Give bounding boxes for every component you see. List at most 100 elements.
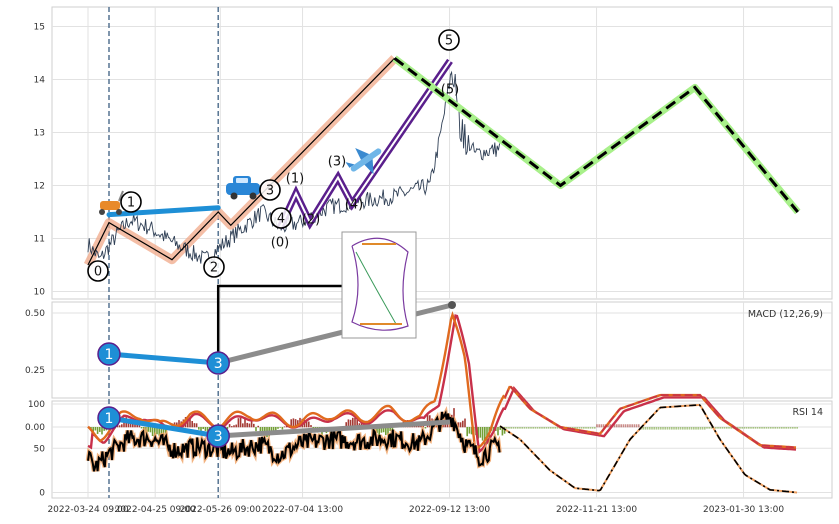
macd-hist-bar [792, 427, 794, 429]
macd-peak-dot [448, 301, 456, 309]
macd-hist-bar [202, 427, 204, 429]
macd-hist-bar [97, 427, 99, 434]
macd-hist-bar [708, 427, 710, 429]
wave-label-text: 2 [210, 261, 218, 276]
wave-label-text: (4) [345, 198, 363, 213]
macd-hist-bar [671, 427, 673, 430]
wave-label-text: (1) [286, 172, 304, 187]
macd-hist-bar [530, 427, 532, 429]
macd-hist-bar [101, 427, 103, 434]
macd-hist-bar [739, 427, 741, 429]
wave-label: 5 [439, 30, 459, 50]
macd-hist-bar [510, 427, 512, 429]
macd-hist-bar [715, 427, 717, 429]
wave-label: (0) [271, 236, 289, 251]
macd-hist-bar [774, 427, 776, 429]
macd-hist-bar [772, 427, 774, 429]
macd-hist-bar [777, 427, 779, 429]
macd-hist-bar [755, 427, 757, 429]
x-tick-label: 2023-01-30 13:00 [703, 505, 784, 515]
macd-hist-bar [519, 427, 521, 429]
macd-hist-bar [526, 427, 528, 429]
macd-hist-bar [240, 418, 242, 428]
macd-hist-bar [532, 427, 534, 429]
macd-hist-bar [517, 427, 519, 429]
wave-label: (4) [345, 198, 363, 213]
price-ytick-label: 12 [34, 182, 45, 192]
scooter-wheel [116, 209, 122, 215]
macd-hist-bar [768, 427, 770, 429]
macd-hist-bar [537, 427, 539, 429]
wave-label-text: (0) [271, 236, 289, 251]
macd-hist-bar [678, 427, 680, 430]
wave-label: 3 [260, 180, 280, 200]
macd-hist-bar [638, 424, 640, 427]
macd-hist-bar [794, 427, 796, 429]
macd-hist-bar [282, 427, 284, 429]
macd-hist-bar [629, 424, 631, 427]
macd-label: MACD (12,26,9) [748, 309, 823, 320]
macd-hist-bar [722, 427, 724, 429]
macd-hist-bar [308, 422, 310, 428]
wave-label: (5) [441, 83, 459, 98]
macd-hist-bar [277, 427, 279, 429]
macd-hist-bar [682, 427, 684, 430]
macd-hist-bar [548, 427, 550, 429]
macd-hist-bar [513, 427, 515, 429]
rsi-label: RSI 14 [792, 407, 823, 418]
rsi-ytick-label: 50 [34, 444, 46, 454]
macd-hist-bar [521, 427, 523, 429]
macd-hist-bar [253, 424, 255, 427]
macd-hist-bar [119, 425, 121, 427]
scooter-wheel [99, 209, 105, 215]
wave-label: 4 [271, 208, 291, 228]
macd-hist-bar [506, 427, 508, 429]
macd-hist-bar [310, 425, 312, 427]
macd-hist-bar [233, 425, 235, 427]
wave-label-text: 1 [127, 196, 135, 211]
scooter-body [100, 201, 120, 210]
macd-ytick-label: 0.25 [25, 366, 45, 376]
macd-hist-bar [576, 427, 578, 429]
wave-label: 0 [88, 261, 108, 281]
macd-hist-bar [528, 427, 530, 429]
macd-hist-bar [788, 427, 790, 429]
price-ytick-label: 11 [34, 235, 45, 245]
macd-hist-bar [673, 427, 675, 430]
price-ytick-label: 14 [34, 76, 46, 86]
macd-hist-bar [783, 427, 785, 429]
macd-hist-bar [625, 424, 627, 427]
macd-hist-bar [141, 427, 143, 428]
macd-hist-bar [508, 427, 510, 429]
macd-hist-bar [796, 427, 798, 429]
macd-hist-bar [634, 424, 636, 427]
macd-hist-bar [746, 427, 748, 429]
macd-hist-bar [761, 427, 763, 429]
wave-label: 1 [121, 192, 141, 212]
macd-hist-bar [697, 427, 699, 430]
macd-hist-bar [790, 427, 792, 429]
macd-ytick-label: 0.50 [25, 309, 45, 319]
price-ytick-label: 15 [34, 23, 45, 33]
macd-hist-bar [541, 427, 543, 429]
macd-hist-bar [601, 424, 603, 427]
macd-hist-bar [620, 424, 622, 427]
macd-hist-bar [689, 427, 691, 430]
macd-hist-bar [669, 427, 671, 430]
macd-hist-bar [546, 427, 548, 429]
wave-label-text: (2) [302, 213, 320, 228]
macd-hist-bar [279, 427, 281, 428]
macd-hist-bar [550, 427, 552, 429]
macd-hist-bar [662, 427, 664, 430]
macd-hist-bar [231, 426, 233, 427]
macd-panel [52, 302, 832, 398]
car-wheel [231, 193, 238, 200]
macd-hist-bar [460, 422, 462, 427]
macd-hist-bar [728, 427, 730, 429]
macd-marker-circle: 1 [98, 343, 120, 365]
macd-hist-bar [469, 427, 471, 434]
macd-hist-bar [251, 421, 253, 427]
macd-hist-bar [656, 427, 658, 430]
macd-ytick-label: 0.00 [25, 423, 45, 433]
macd-hist-bar [246, 423, 248, 427]
